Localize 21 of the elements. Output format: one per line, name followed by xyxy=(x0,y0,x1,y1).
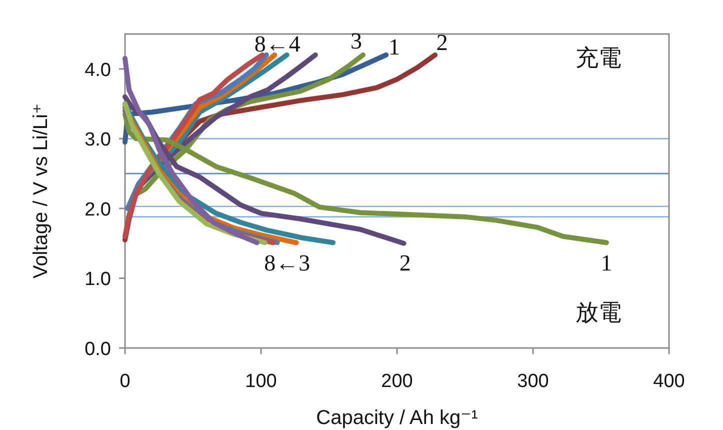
annotation: 1 xyxy=(388,34,400,60)
annotation: 1 xyxy=(600,250,612,276)
annotation: 2 xyxy=(436,30,448,55)
annotation: 8←4 xyxy=(254,31,301,56)
annotation: 3 xyxy=(350,28,362,54)
x-axis-title: Capacity / Ah kg⁻¹ xyxy=(316,407,478,429)
annotation: 放電 xyxy=(575,300,622,325)
y-tick-label: 4.0 xyxy=(84,60,111,81)
y-axis-title: Voltage / V vs Li/Li⁺ xyxy=(30,103,52,279)
annotation: 8←3 xyxy=(264,250,310,276)
x-tick-label: 200 xyxy=(381,371,413,392)
x-tick-label: 300 xyxy=(517,371,549,392)
y-tick-label: 0.0 xyxy=(84,339,111,360)
annotation: 2 xyxy=(399,250,411,276)
annotation: 充電 xyxy=(575,46,622,71)
y-tick-label: 2.0 xyxy=(84,199,111,220)
x-tick-label: 0 xyxy=(120,371,130,392)
x-tick-label: 100 xyxy=(245,371,277,392)
y-tick-label: 1.0 xyxy=(84,269,111,290)
x-tick-label: 400 xyxy=(653,371,685,392)
y-tick-label: 3.0 xyxy=(84,130,111,151)
